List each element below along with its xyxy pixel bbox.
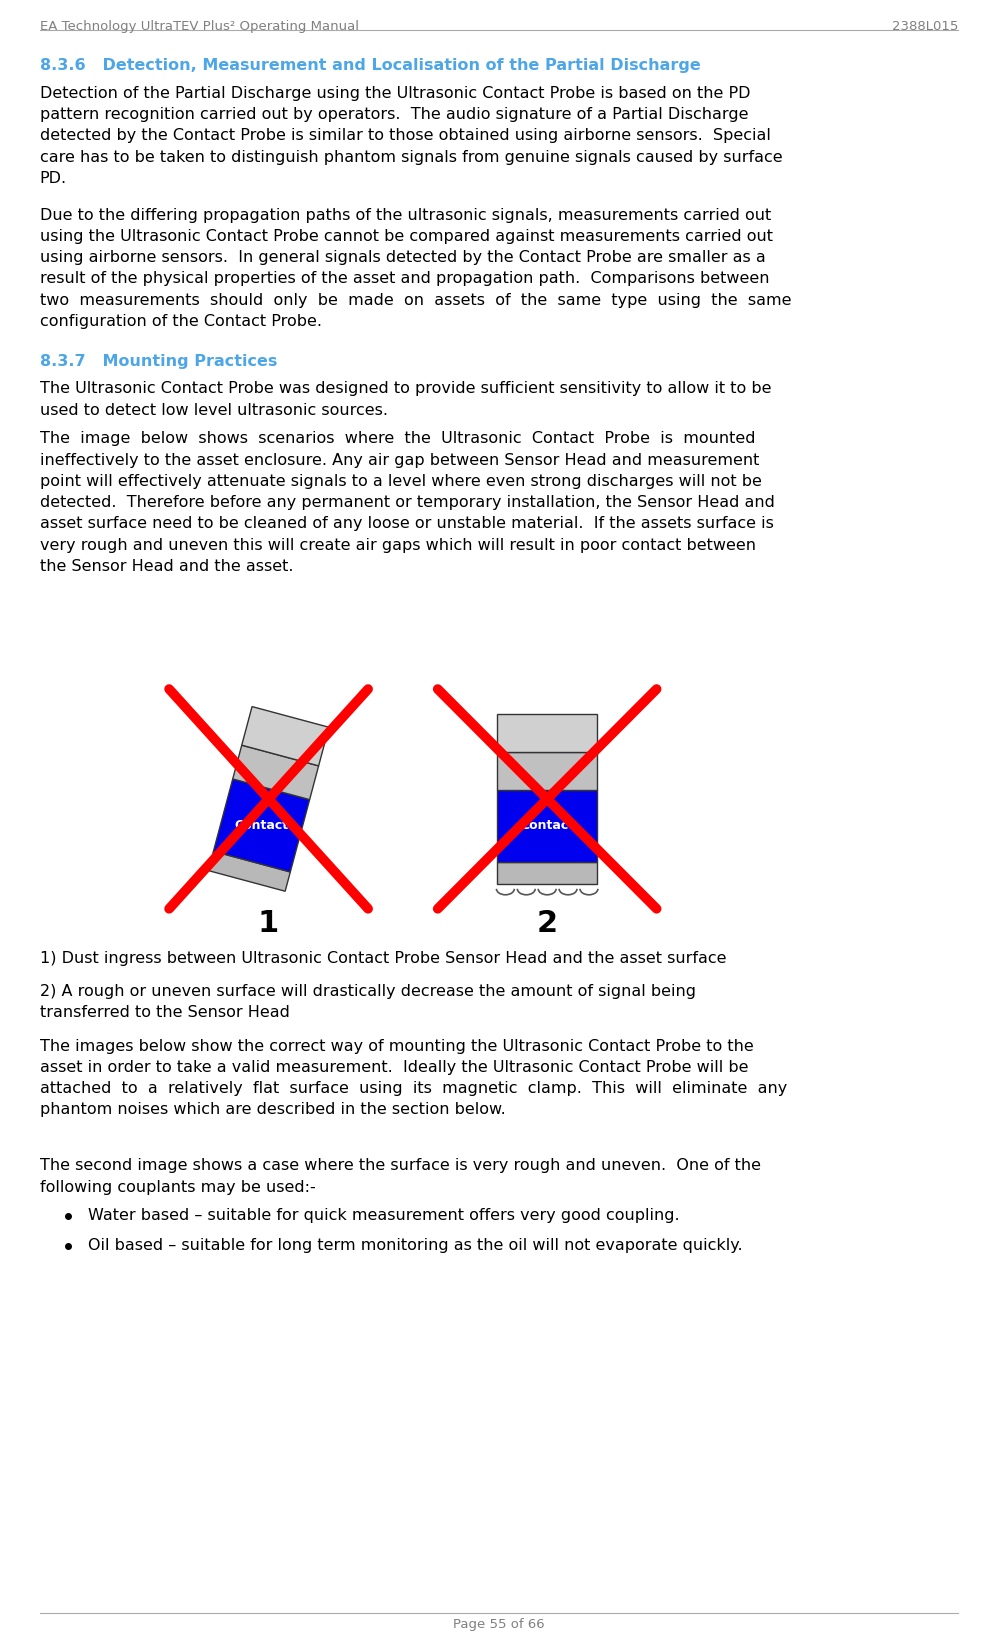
Polygon shape bbox=[497, 714, 596, 752]
Polygon shape bbox=[232, 745, 319, 799]
Polygon shape bbox=[497, 861, 596, 884]
Text: Detection of the Partial Discharge using the Ultrasonic Contact Probe is based o: Detection of the Partial Discharge using… bbox=[40, 87, 782, 186]
Polygon shape bbox=[213, 779, 310, 873]
Polygon shape bbox=[497, 752, 596, 789]
Polygon shape bbox=[497, 789, 596, 861]
Text: 8.3.7   Mounting Practices: 8.3.7 Mounting Practices bbox=[40, 353, 277, 369]
Text: 2: 2 bbox=[536, 909, 557, 938]
Text: EA Technology UltraTEV Plus² Operating Manual: EA Technology UltraTEV Plus² Operating M… bbox=[40, 20, 359, 33]
Text: Page 55 of 66: Page 55 of 66 bbox=[452, 1618, 544, 1631]
Text: Contact: Contact bbox=[234, 819, 289, 832]
Text: 2388L015: 2388L015 bbox=[891, 20, 957, 33]
Polygon shape bbox=[208, 851, 290, 891]
Text: 8.3.6   Detection, Measurement and Localisation of the Partial Discharge: 8.3.6 Detection, Measurement and Localis… bbox=[40, 57, 699, 74]
Text: 1) Dust ingress between Ultrasonic Contact Probe Sensor Head and the asset surfa: 1) Dust ingress between Ultrasonic Conta… bbox=[40, 951, 725, 966]
Text: 2) A rough or uneven surface will drastically decrease the amount of signal bein: 2) A rough or uneven surface will drasti… bbox=[40, 984, 695, 1020]
Text: The images below show the correct way of mounting the Ultrasonic Contact Probe t: The images below show the correct way of… bbox=[40, 1039, 787, 1118]
Text: Due to the differing propagation paths of the ultrasonic signals, measurements c: Due to the differing propagation paths o… bbox=[40, 208, 791, 328]
Text: 1: 1 bbox=[258, 909, 279, 938]
Polygon shape bbox=[241, 706, 329, 766]
Text: The second image shows a case where the surface is very rough and uneven.  One o: The second image shows a case where the … bbox=[40, 1159, 761, 1194]
Text: Oil based – suitable for long term monitoring as the oil will not evaporate quic: Oil based – suitable for long term monit… bbox=[87, 1239, 741, 1253]
Text: The  image  below  shows  scenarios  where  the  Ultrasonic  Contact  Probe  is : The image below shows scenarios where th… bbox=[40, 431, 774, 574]
Text: Water based – suitable for quick measurement offers very good coupling.: Water based – suitable for quick measure… bbox=[87, 1209, 678, 1224]
Text: Contact: Contact bbox=[520, 819, 574, 832]
Text: The Ultrasonic Contact Probe was designed to provide sufficient sensitivity to a: The Ultrasonic Contact Probe was designe… bbox=[40, 381, 771, 418]
